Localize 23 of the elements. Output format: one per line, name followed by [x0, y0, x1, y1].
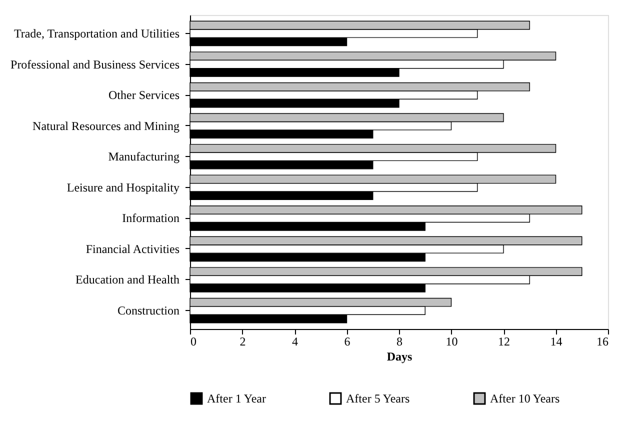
y-tick-label: Construction	[118, 304, 180, 318]
x-tick-label: 10	[446, 334, 458, 348]
legend-label: After 1 Year	[207, 392, 266, 406]
x-tick-label: 14	[550, 334, 562, 348]
legend-label: After 10 Years	[490, 392, 560, 406]
legend-label: After 5 Years	[346, 392, 410, 406]
y-tick-label: Manufacturing	[108, 150, 180, 164]
y-tick-label: Financial Activities	[86, 242, 180, 256]
y-tick-label: Leisure and Hospitality	[66, 180, 180, 194]
x-axis-title: Days	[386, 350, 412, 364]
y-tick-label: Natural Resources and Mining	[32, 118, 180, 133]
y-tick-label: Information	[122, 211, 180, 226]
x-tick-label: 2	[240, 334, 246, 348]
y-tick-label: Education and Health	[76, 272, 180, 287]
x-tick-label: 8	[396, 334, 402, 348]
y-tick-label: Trade, Transportation and Utilities	[14, 26, 180, 40]
x-tick-label: 6	[344, 334, 350, 348]
x-tick-label: 4	[292, 334, 298, 348]
y-tick-label: Professional and Business Services	[10, 57, 180, 72]
x-tick-label: 12	[498, 334, 510, 348]
x-tick-label: 16	[596, 334, 608, 348]
y-tick-label: Other Services	[108, 88, 180, 102]
x-tick-label: 0	[190, 334, 196, 348]
